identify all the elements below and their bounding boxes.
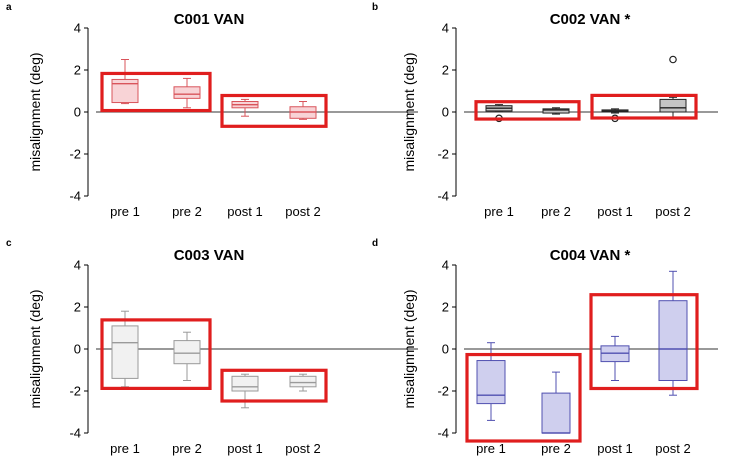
y-tick-label: -4 <box>437 426 449 441</box>
y-axis-label: misalignment (deg) <box>401 52 417 171</box>
x-tick-label: post 2 <box>285 441 320 456</box>
x-tick-label: pre 1 <box>110 441 140 456</box>
y-tick-label: 0 <box>74 105 81 120</box>
box-iqr <box>111 325 139 379</box>
box-1 <box>111 310 139 388</box>
highlight-box-1 <box>100 71 212 113</box>
panel-label: b <box>372 2 378 13</box>
x-tick-label: post 1 <box>227 441 262 456</box>
y-tick-label: 2 <box>442 63 449 78</box>
highlight-box-2 <box>589 293 699 391</box>
panel-b: b C002 VAN * 4 2 0 -2 -4 misalignment (deg) pre … <box>372 2 718 219</box>
panel-label: c <box>6 238 12 249</box>
panel-title: C001 VAN <box>174 11 245 28</box>
box-4 <box>289 373 317 392</box>
y-tick-label: 0 <box>442 105 449 120</box>
x-tick-label: pre 1 <box>110 204 140 219</box>
y-tick-label: 4 <box>74 21 81 36</box>
box-iqr <box>289 375 317 388</box>
x-tick-label: post 2 <box>655 441 690 456</box>
box-iqr <box>173 86 201 99</box>
x-tick-label: pre 2 <box>172 204 202 219</box>
panel-label: a <box>6 2 12 13</box>
box-2 <box>541 371 571 434</box>
box-iqr <box>476 360 506 405</box>
box-2 <box>173 77 201 109</box>
y-tick-label: -4 <box>69 426 81 441</box>
y-tick-label: 4 <box>74 258 81 273</box>
box-iqr <box>541 392 571 434</box>
highlight-box-2 <box>220 368 328 403</box>
panel-d: d C004 VAN * 4 2 0 -2 -4 misalignment (deg) pre … <box>372 238 718 456</box>
box-2 <box>542 107 570 115</box>
box-iqr <box>111 78 139 104</box>
panel-label: d <box>372 238 378 249</box>
y-tick-label: 4 <box>442 258 449 273</box>
x-tick-label: pre 2 <box>172 441 202 456</box>
box-iqr <box>231 375 259 392</box>
y-tick-label: -4 <box>437 189 449 204</box>
panel-title: C002 VAN * <box>550 11 631 28</box>
y-axis-label: misalignment (deg) <box>27 289 43 408</box>
x-tick-label: pre 2 <box>541 204 571 219</box>
box-1 <box>476 342 506 421</box>
y-tick-label: 0 <box>442 342 449 357</box>
panel-title: C003 VAN <box>174 247 245 264</box>
box-iqr <box>658 300 688 382</box>
box-iqr <box>173 340 201 365</box>
x-tick-label: pre 1 <box>484 204 514 219</box>
panel-c: c C003 VAN 4 2 0 -2 -4 misalignment (deg) pre 1 p… <box>6 238 418 456</box>
box-3 <box>231 98 259 117</box>
highlight-box-2 <box>220 93 328 128</box>
y-tick-label: -2 <box>437 384 449 399</box>
box-4 <box>659 55 687 119</box>
highlight-box-1 <box>100 318 212 390</box>
box-4 <box>289 101 317 120</box>
y-axis-label: misalignment (deg) <box>401 289 417 408</box>
box-1 <box>111 59 139 105</box>
y-tick-label: 4 <box>442 21 449 36</box>
y-tick-label: 2 <box>74 300 81 315</box>
box-3 <box>231 373 259 409</box>
box-iqr <box>542 108 570 114</box>
y-tick-label: -4 <box>69 189 81 204</box>
x-tick-label: post 2 <box>655 204 690 219</box>
x-tick-label: post 1 <box>227 204 262 219</box>
highlight-box-1 <box>465 352 582 443</box>
highlight-box-1 <box>474 100 581 121</box>
y-tick-label: -2 <box>69 147 81 162</box>
x-tick-label: pre 1 <box>476 441 506 456</box>
box-iqr <box>659 98 687 113</box>
x-tick-label: post 2 <box>285 204 320 219</box>
highlight-box-2 <box>590 93 698 120</box>
panel-title: C004 VAN * <box>550 247 631 264</box>
y-tick-label: 2 <box>74 63 81 78</box>
box-4 <box>658 270 688 396</box>
x-tick-label: pre 2 <box>541 441 571 456</box>
y-tick-label: -2 <box>69 384 81 399</box>
y-axis-label: misalignment (deg) <box>27 52 43 171</box>
y-tick-label: 2 <box>442 300 449 315</box>
box-3 <box>600 335 630 381</box>
box-3 <box>601 108 629 123</box>
y-tick-label: -2 <box>437 147 449 162</box>
y-tick-label: 0 <box>74 342 81 357</box>
outlier-point <box>669 55 677 64</box>
x-tick-label: post 1 <box>597 204 632 219</box>
x-tick-label: post 1 <box>597 441 632 456</box>
box-2 <box>173 331 201 381</box>
panel-a: a C001 VAN 4 2 0 -2 -4 misalignment (deg) pre 1 p… <box>6 2 418 219</box>
